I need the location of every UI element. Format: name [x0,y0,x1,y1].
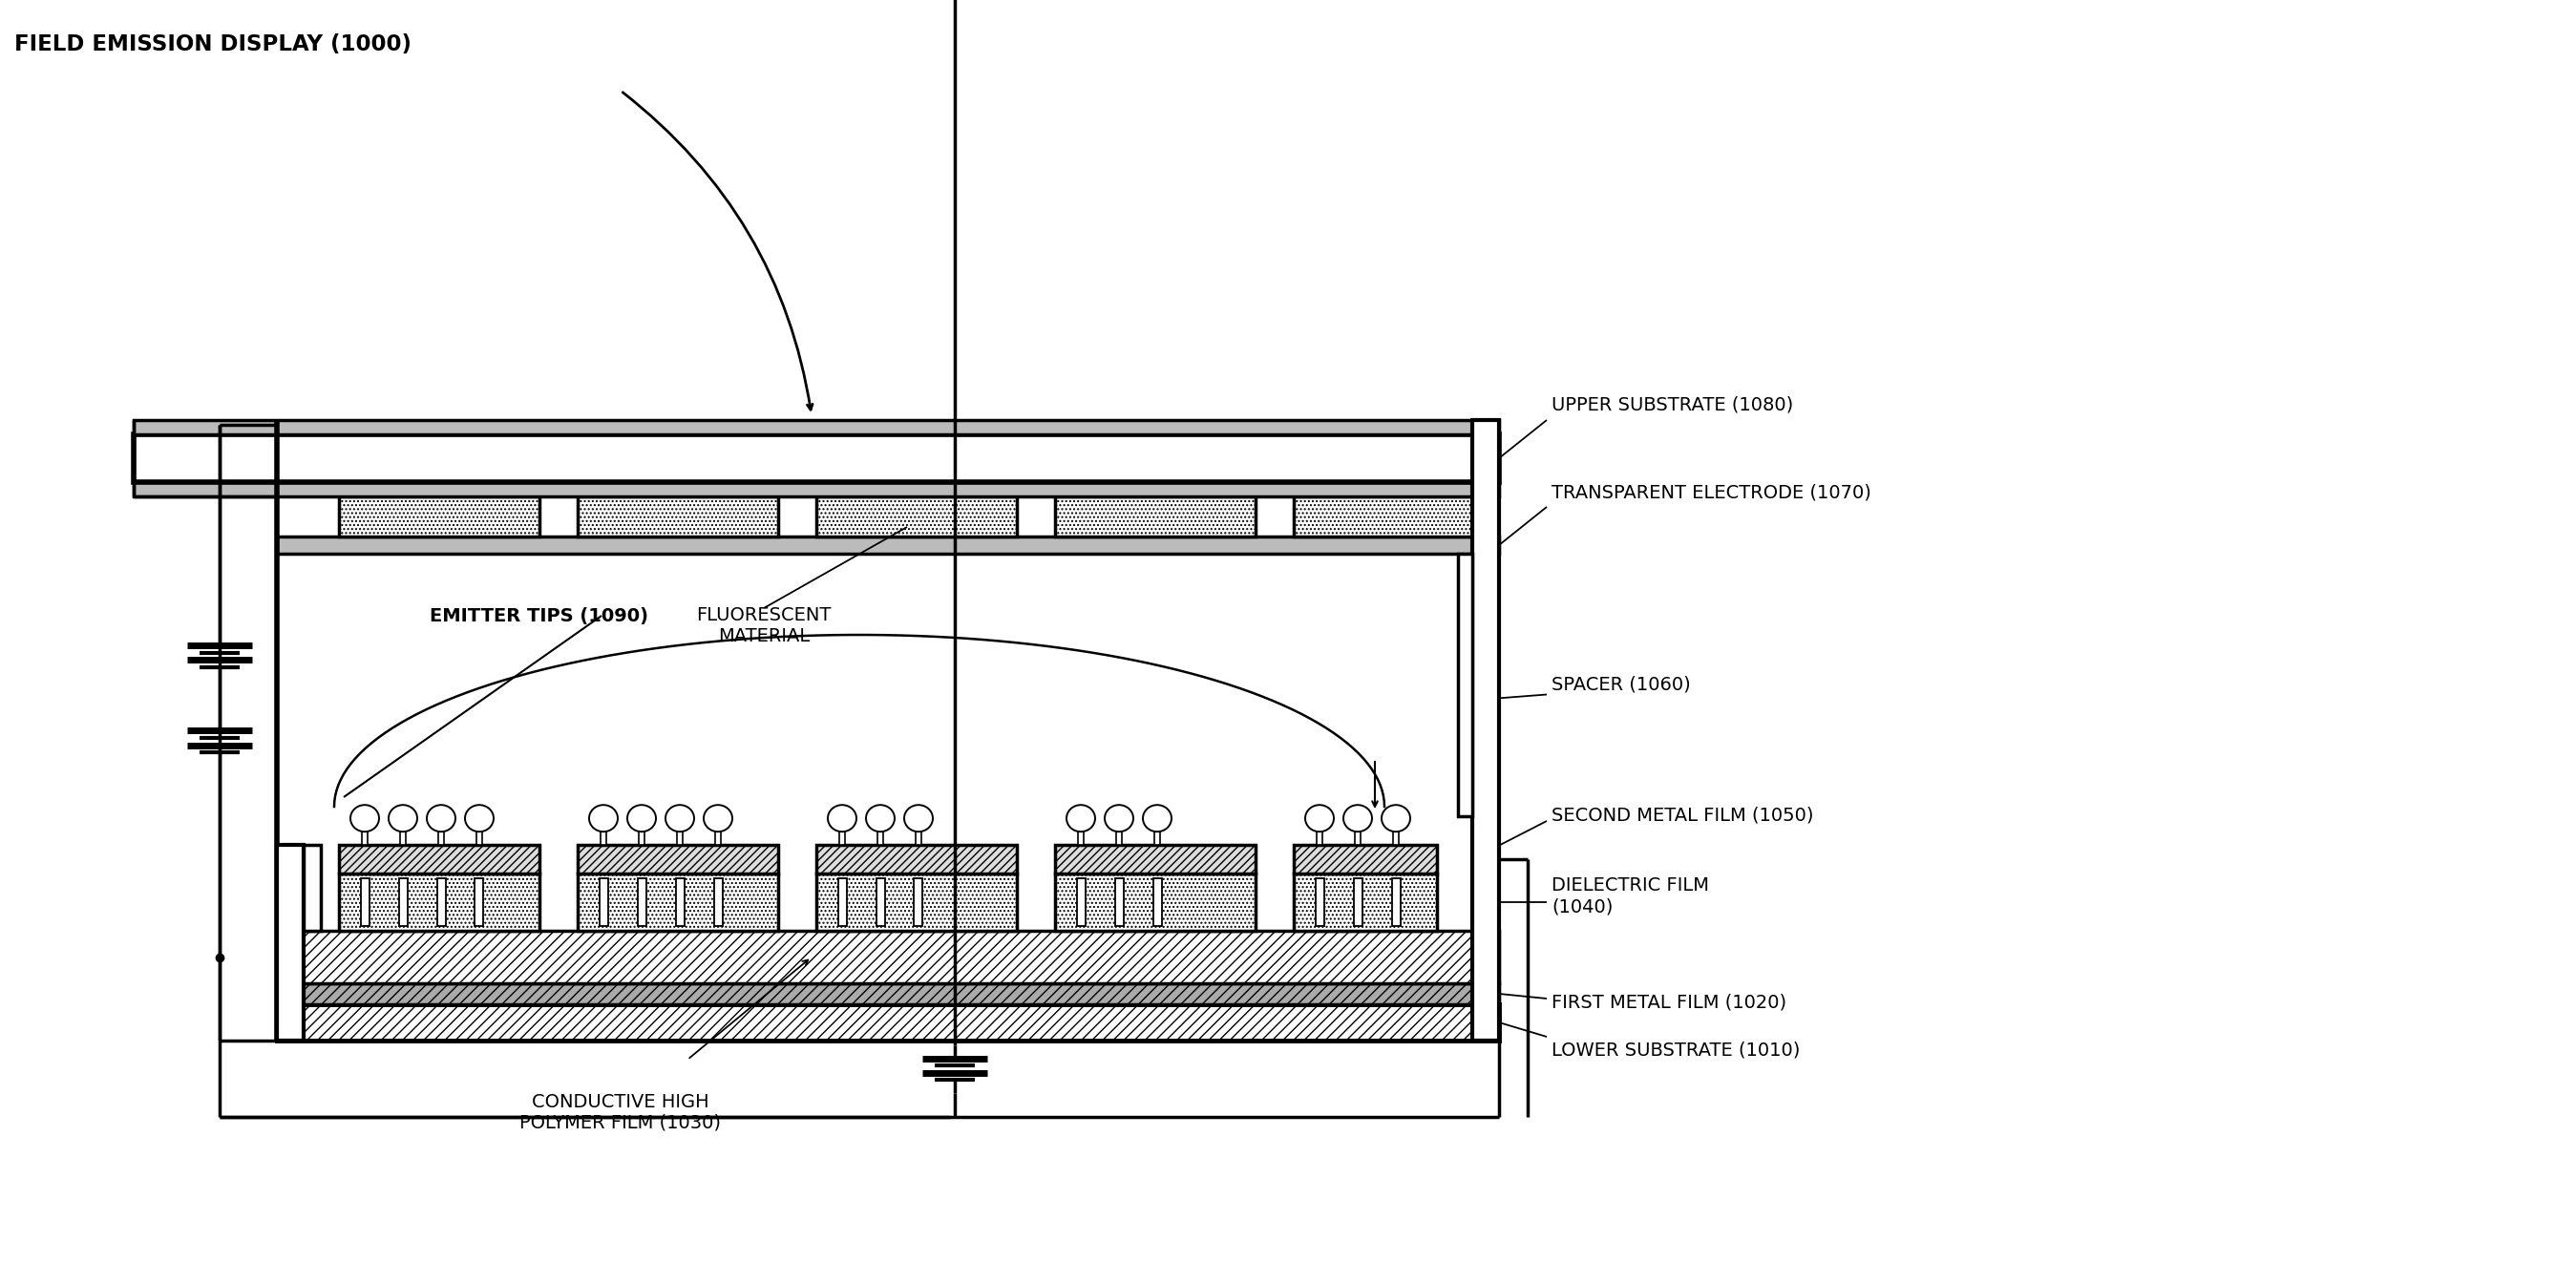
Bar [577,873,778,931]
Bar [600,878,608,926]
Ellipse shape [703,805,732,832]
Bar [340,873,538,931]
Bar [1293,873,1437,931]
Bar [276,984,1499,1004]
Ellipse shape [904,805,933,832]
Ellipse shape [428,805,456,832]
Bar [340,845,538,873]
Bar [1154,878,1162,926]
Bar [1154,828,1159,845]
Bar [878,828,884,845]
Bar [1077,828,1084,845]
Bar [1355,828,1360,845]
Bar [438,878,446,926]
Bar [1316,878,1324,926]
Bar [1056,497,1255,537]
Bar [577,845,778,873]
Ellipse shape [466,805,495,832]
Bar [639,828,644,845]
Bar [577,497,778,537]
Bar [361,878,368,926]
Bar [399,828,407,845]
Ellipse shape [665,805,693,832]
Bar [876,878,884,926]
Ellipse shape [1066,805,1095,832]
Bar [276,1004,1499,1040]
Text: EMITTER TIPS (1090): EMITTER TIPS (1090) [430,606,649,625]
Text: TRANSPARENT ELECTRODE (1070): TRANSPARENT ELECTRODE (1070) [1551,483,1870,501]
Bar [1391,878,1401,926]
Text: SPACER (1060): SPACER (1060) [1551,675,1690,693]
Bar [716,828,721,845]
Bar [817,497,1018,537]
Bar [1293,845,1437,873]
Ellipse shape [590,805,618,832]
Bar [1077,878,1084,926]
Bar [1056,845,1255,873]
Bar [914,828,922,845]
Bar [134,420,1499,434]
Bar [276,845,304,1040]
Bar [1115,828,1123,845]
Bar [1352,878,1363,926]
Ellipse shape [629,805,657,832]
Bar [714,878,721,926]
Ellipse shape [1306,805,1334,832]
Text: CONDUCTIVE HIGH
POLYMER FILM (1030): CONDUCTIVE HIGH POLYMER FILM (1030) [520,1093,721,1132]
Ellipse shape [1105,805,1133,832]
Bar [600,828,605,845]
Bar [276,537,1499,553]
Bar [1316,828,1321,845]
Ellipse shape [389,805,417,832]
Bar [304,845,322,931]
Bar [399,878,407,926]
Bar [134,482,1499,497]
Ellipse shape [1342,805,1373,832]
Bar [438,828,443,845]
Bar [477,828,482,845]
Bar [340,497,538,537]
Ellipse shape [827,805,855,832]
Bar [474,878,484,926]
Bar [1473,420,1499,1040]
Ellipse shape [1144,805,1172,832]
Text: LOWER SUBSTRATE (1010): LOWER SUBSTRATE (1010) [1551,1041,1801,1059]
Bar [1458,553,1473,817]
Text: SECOND METAL FILM (1050): SECOND METAL FILM (1050) [1551,806,1814,824]
Bar [840,828,845,845]
Ellipse shape [1381,805,1409,832]
Text: UPPER SUBSTRATE (1080): UPPER SUBSTRATE (1080) [1551,397,1793,415]
Ellipse shape [350,805,379,832]
Text: DIELECTRIC FILM
(1040): DIELECTRIC FILM (1040) [1551,877,1708,915]
Bar [636,878,647,926]
Text: FIELD EMISSION DISPLAY (1000): FIELD EMISSION DISPLAY (1000) [15,33,412,55]
Bar [276,931,1499,984]
Bar [361,828,368,845]
Bar [1293,497,1494,537]
Text: FLUORESCENT
MATERIAL: FLUORESCENT MATERIAL [696,606,832,646]
Bar [817,845,1018,873]
Bar [677,828,683,845]
Bar [1394,828,1399,845]
Bar [134,434,1499,482]
Text: FIRST METAL FILM (1020): FIRST METAL FILM (1020) [1551,994,1788,1012]
Bar [675,878,685,926]
Ellipse shape [866,805,894,832]
Bar [914,878,922,926]
Bar [1056,873,1255,931]
Bar [837,878,848,926]
Bar [817,873,1018,931]
Bar [1115,878,1123,926]
